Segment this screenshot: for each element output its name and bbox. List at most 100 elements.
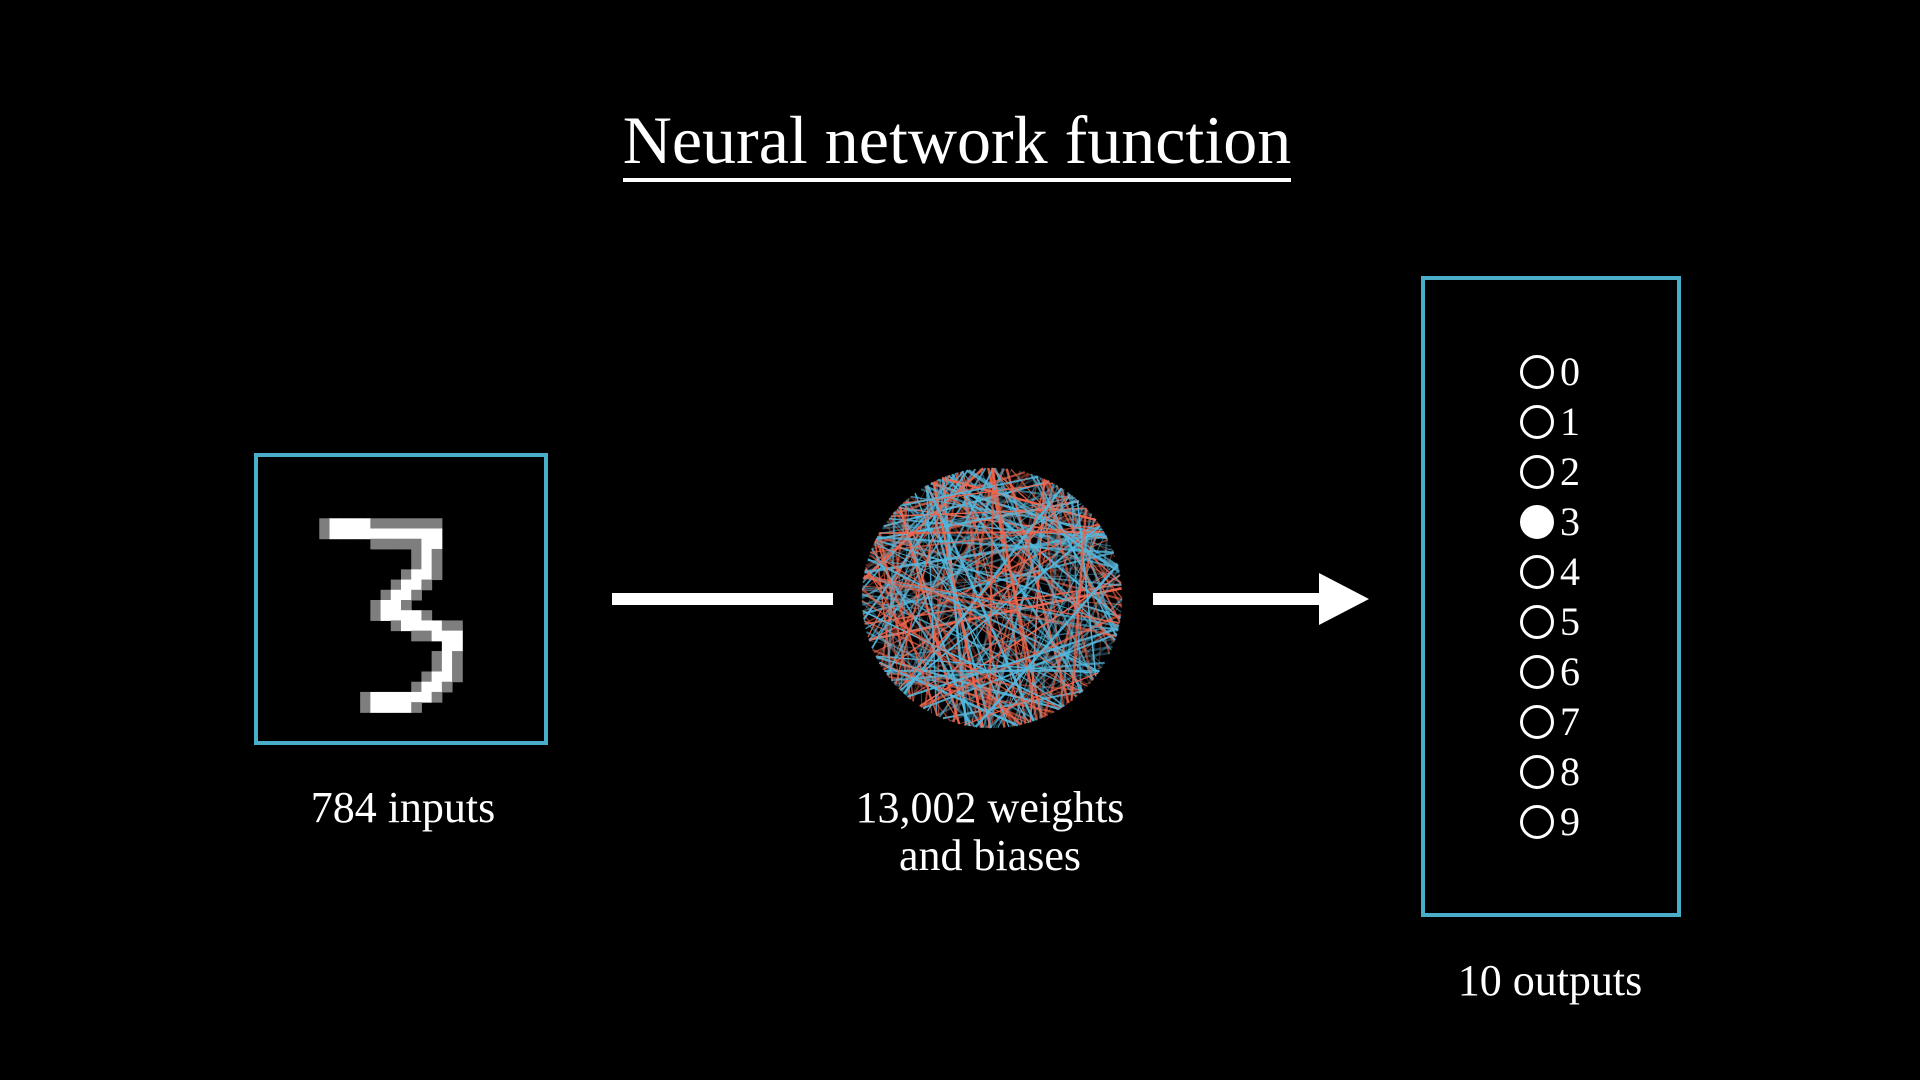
- weight-line: [938, 479, 971, 727]
- output-neuron-9: 9: [1520, 800, 1580, 844]
- digit-pixel: [431, 651, 443, 662]
- weight-line: [1045, 479, 1094, 682]
- digit-pixel: [411, 538, 422, 550]
- digit-pixel: [452, 630, 463, 642]
- weight-line: [874, 541, 1100, 673]
- digit-pixel: [370, 528, 382, 540]
- digit-pixel: [370, 691, 382, 703]
- digit-pixel: [380, 538, 392, 550]
- digit-pixel: [411, 610, 422, 621]
- output-digit-label: 4: [1560, 549, 1580, 594]
- digit-pixel: [411, 691, 422, 703]
- digit-pixel: [431, 569, 443, 581]
- digit-pixel: [401, 579, 412, 591]
- digit-pixel: [441, 661, 453, 672]
- weight-line: [900, 475, 1039, 507]
- digit-pixel: [441, 620, 453, 632]
- weights-label-line2: and biases: [898, 831, 1082, 880]
- digit-pixel: [349, 518, 361, 529]
- digit-pixel: [329, 518, 341, 529]
- weight-line: [987, 467, 995, 728]
- digit-pixel: [380, 518, 392, 529]
- weight-line: [861, 600, 976, 728]
- digit-pixel: [390, 691, 402, 703]
- weight-line: [887, 511, 897, 677]
- weight-line: [891, 661, 1105, 682]
- weights-label-line1: 13,002 weights: [855, 783, 1125, 832]
- digit-pixel: [390, 538, 402, 550]
- digit-pixel: [431, 559, 443, 570]
- digit-pixel: [411, 518, 422, 529]
- digit-pixel: [421, 620, 433, 632]
- neuron-circle: [1520, 655, 1554, 689]
- digit-pixel: [370, 538, 382, 550]
- weight-line: [991, 467, 1121, 622]
- weight-line: [862, 610, 1063, 709]
- digit-pixel: [431, 620, 443, 632]
- digit-pixel: [370, 600, 382, 611]
- digit-pixel: [411, 630, 422, 642]
- digit-pixel: [431, 681, 443, 693]
- output-neuron-4: 4: [1520, 550, 1580, 594]
- neuron-circle: [1520, 355, 1554, 389]
- weight-line: [1038, 489, 1065, 719]
- digit-pixel: [411, 702, 422, 713]
- digit-pixel: [380, 600, 392, 611]
- digit-pixel: [441, 681, 453, 693]
- digit-pixel: [431, 691, 443, 703]
- weight-line: [863, 475, 1039, 574]
- digit-pixel: [452, 640, 463, 652]
- digit-pixel: [390, 528, 402, 540]
- digit-pixel: [339, 518, 351, 529]
- digit-pixel: [431, 538, 443, 550]
- digit-pixel: [431, 548, 443, 560]
- output-neuron-3: 3: [1520, 500, 1580, 544]
- digit-pixel: [329, 528, 341, 540]
- weight-line: [886, 672, 1084, 692]
- digit-pixel: [452, 651, 463, 662]
- title-text: Neural network function: [622, 102, 1292, 182]
- output-digit-label: 8: [1560, 749, 1580, 794]
- neuron-circle: [1520, 605, 1554, 639]
- digit-pixel: [370, 702, 382, 713]
- output-neuron-8: 8: [1520, 750, 1580, 794]
- output-neuron-5: 5: [1520, 600, 1580, 644]
- weight-line: [907, 511, 1091, 699]
- digit-pixel: [401, 600, 412, 611]
- digit-pixel: [401, 610, 412, 621]
- digit-pixel: [421, 691, 433, 703]
- output-neuron-7: 7: [1520, 700, 1580, 744]
- weight-line: [870, 551, 1088, 687]
- output-digit-label: 2: [1560, 449, 1580, 494]
- weight-line: [1097, 535, 1108, 673]
- digit-pixel: [390, 610, 402, 621]
- output-neuron-0: 0: [1520, 350, 1580, 394]
- digit-pixel: [421, 538, 433, 550]
- weight-line: [878, 497, 1075, 535]
- digit-pixel: [441, 671, 453, 683]
- digit-pixel: [411, 579, 422, 591]
- weight-line: [923, 486, 1092, 516]
- digit-pixel: [411, 569, 422, 581]
- neuron-circle: [1520, 505, 1554, 539]
- weight-line: [864, 532, 1106, 574]
- digit-pixel: [441, 640, 453, 652]
- digit-pixel: [452, 661, 463, 672]
- weights-label: 13,002 weights and biases: [790, 784, 1190, 880]
- digit-pixel: [411, 681, 422, 693]
- digit-pixel: [452, 671, 463, 683]
- digit-pixel: [339, 528, 351, 540]
- weight-line: [861, 600, 1049, 717]
- digit-pixel: [380, 589, 392, 601]
- digit-pixel: [360, 528, 371, 540]
- neuron-circle: [1520, 555, 1554, 589]
- neuron-circle: [1520, 755, 1554, 789]
- weight-line: [974, 564, 1119, 728]
- weight-line: [868, 488, 1063, 641]
- digit-pixel: [401, 702, 412, 713]
- connector-line: [612, 593, 833, 605]
- weight-line: [894, 475, 950, 686]
- output-digit-label: 7: [1560, 699, 1580, 744]
- neuron-circle: [1520, 405, 1554, 439]
- neuron-circle: [1520, 455, 1554, 489]
